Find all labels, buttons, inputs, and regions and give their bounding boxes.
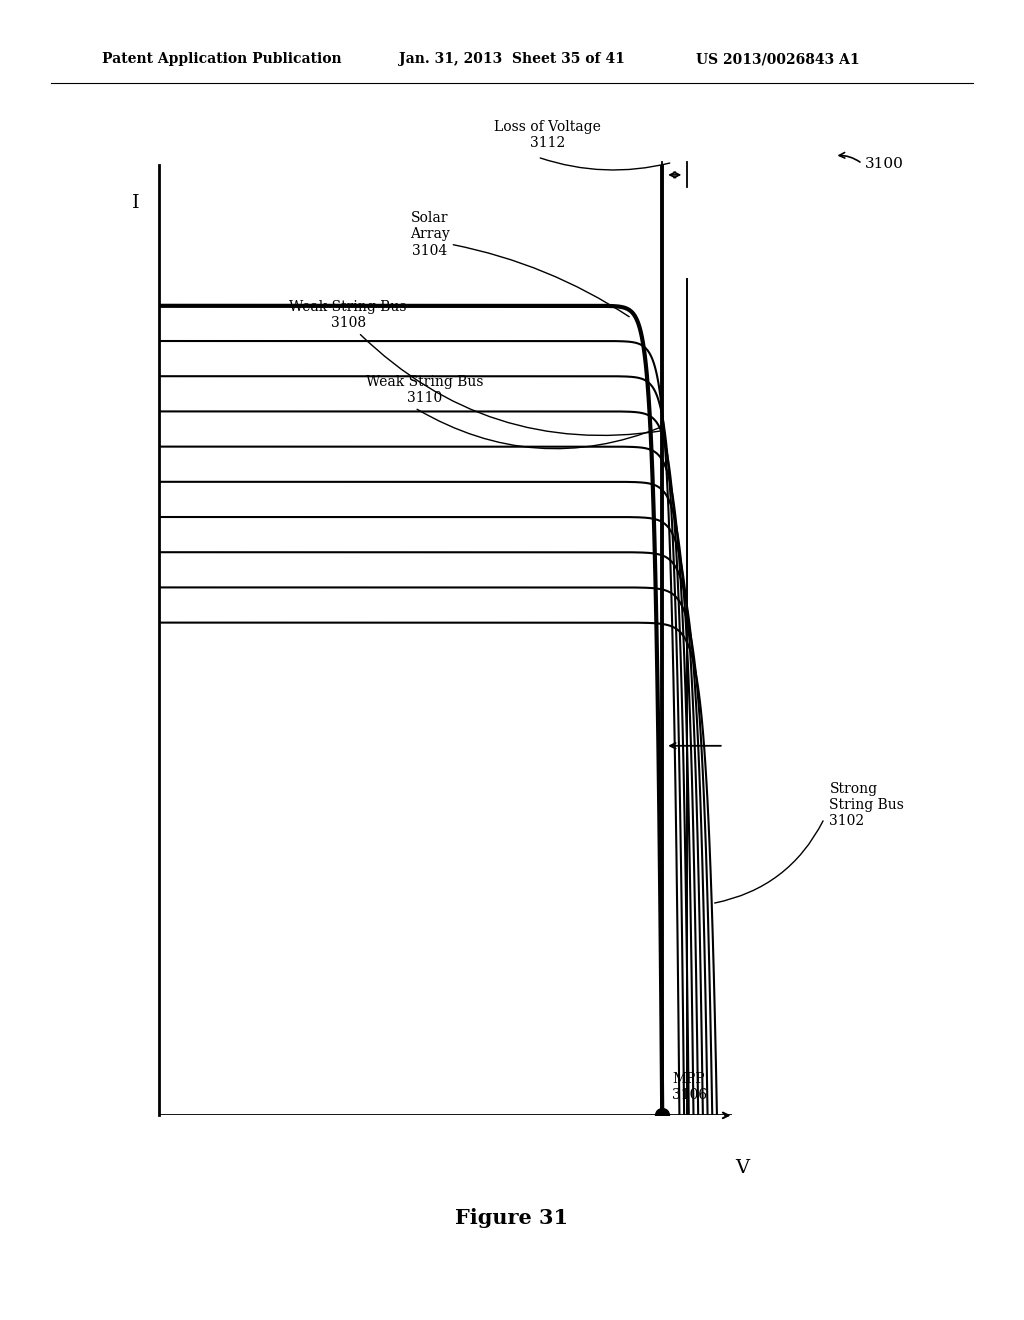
Text: Loss of Voltage
3112: Loss of Voltage 3112 [495,120,601,150]
Text: 3100: 3100 [865,157,904,170]
Text: Weak String Bus
3110: Weak String Bus 3110 [367,375,483,405]
Text: I: I [131,194,139,211]
Text: Patent Application Publication: Patent Application Publication [102,53,342,66]
Text: Figure 31: Figure 31 [456,1208,568,1229]
Text: Weak String Bus
3108: Weak String Bus 3108 [290,300,407,330]
Text: US 2013/0026843 A1: US 2013/0026843 A1 [696,53,860,66]
Point [654,1105,671,1126]
Text: Solar
Array
3104: Solar Array 3104 [411,211,450,257]
Text: Strong
String Bus
3102: Strong String Bus 3102 [829,781,904,829]
Text: Jan. 31, 2013  Sheet 35 of 41: Jan. 31, 2013 Sheet 35 of 41 [399,53,626,66]
Text: MPP
3106: MPP 3106 [673,1072,708,1102]
Text: V: V [735,1159,750,1177]
